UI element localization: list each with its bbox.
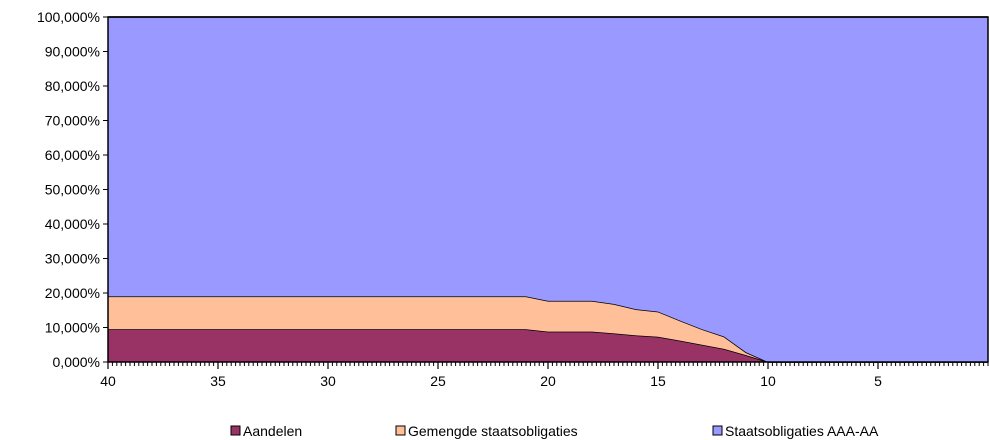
x-tick-label: 25	[430, 373, 446, 389]
y-tick-label: 100,000%	[37, 9, 100, 25]
x-tick-label: 5	[874, 373, 882, 389]
y-tick-label: 10,000%	[45, 320, 100, 336]
x-tick-label: 10	[760, 373, 776, 389]
x-tick-label: 20	[540, 373, 556, 389]
legend-label-aandelen: Aandelen	[243, 423, 302, 439]
y-tick-label: 20,000%	[45, 285, 100, 301]
legend-swatch-staatsobligaties-aaa-aa	[712, 425, 723, 436]
plot-area	[108, 16, 988, 363]
y-tick-label: 40,000%	[45, 216, 100, 232]
y-tick-label: 0,000%	[53, 354, 100, 370]
legend: Aandelen Gemengde staatsobligaties Staatso…	[230, 423, 879, 439]
x-tick-label: 40	[100, 373, 116, 389]
y-tick-label: 30,000%	[45, 251, 100, 267]
area-series-gemengde-staatsobligaties	[108, 296, 988, 362]
y-tick-label: 90,000%	[45, 44, 100, 60]
y-tick-label: 70,000%	[45, 113, 100, 129]
x-tick-label: 15	[650, 373, 666, 389]
area-series-staatsobligaties-aaa-aa	[108, 17, 988, 362]
legend-swatch-aandelen	[230, 425, 241, 436]
legend-label-staatsobligaties-aaa-aa: Staatsobligaties AAA-AA	[725, 423, 879, 439]
y-tick-label: 60,000%	[45, 147, 100, 163]
x-tick-label: 35	[210, 373, 226, 389]
axes: 0,000% 10,000% 20,000% 30,000% 40,000% 50,000…	[37, 9, 989, 389]
y-tick-label: 80,000%	[45, 78, 100, 94]
y-tick-label: 50,000%	[45, 182, 100, 198]
legend-label-gemengde-staatsobligaties: Gemengde staatsobligaties	[408, 423, 578, 439]
x-tick-label: 30	[320, 373, 336, 389]
area-series-aandelen	[108, 329, 988, 362]
legend-swatch-gemengde-staatsobligaties	[395, 425, 406, 436]
